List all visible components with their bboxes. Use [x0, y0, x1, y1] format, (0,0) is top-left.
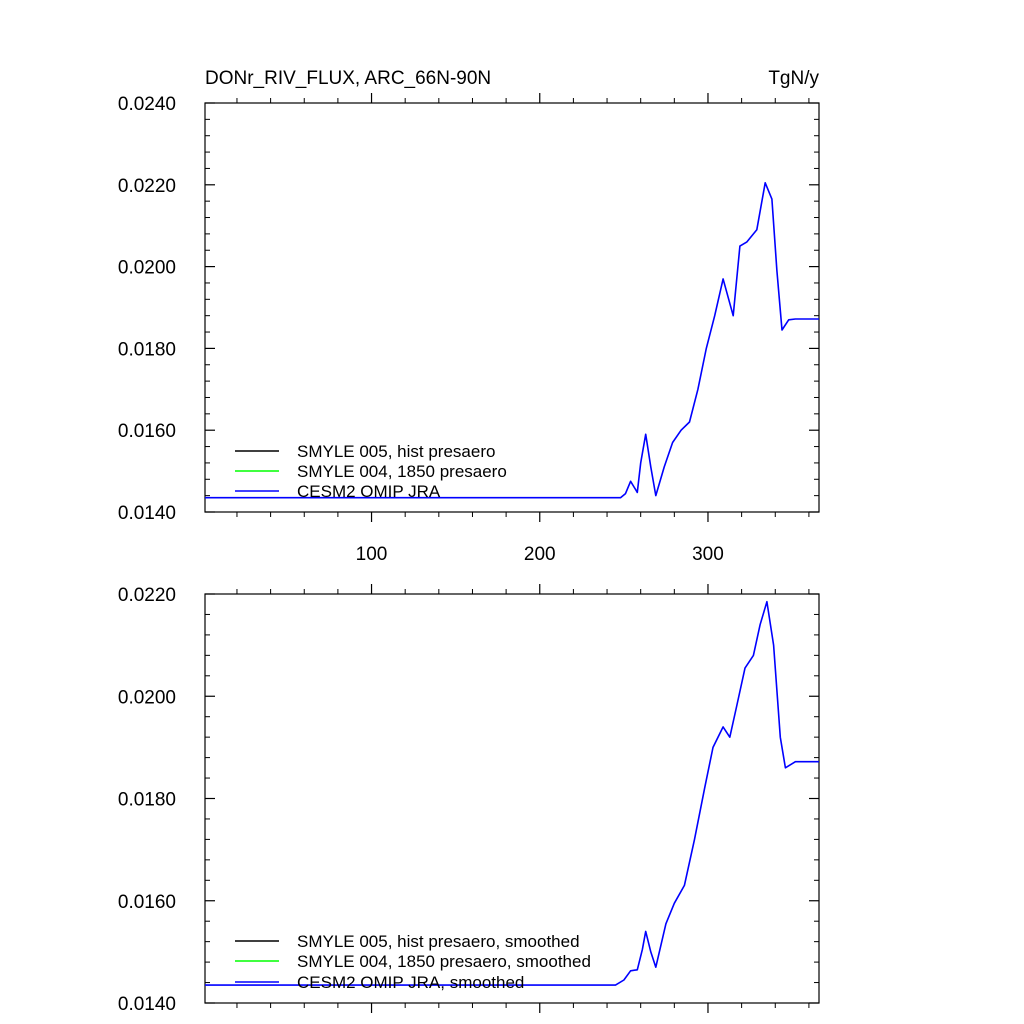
y-tick-label: 0.0200	[118, 687, 176, 708]
y-tick-label: 0.0240	[118, 94, 176, 115]
y-tick-label: 0.0140	[118, 503, 176, 524]
x-tick-label: 300	[692, 544, 724, 565]
legend-label-1: SMYLE 004, 1850 presaero	[297, 462, 507, 481]
legend-label-0: SMYLE 005, hist presaero	[297, 442, 495, 461]
top-panel: 0.0140 0.0160 0.0180 0.0200 0.0220 0.0240 100 2…	[118, 68, 820, 565]
y-tick-label: 0.0160	[118, 892, 176, 913]
plot-frame	[204, 102, 820, 513]
y-tick-label: 0.0140	[118, 994, 176, 1015]
legend-label-0: SMYLE 005, hist presaero, smoothed	[297, 932, 580, 951]
units-label: TgN/y	[768, 68, 819, 89]
chart-title: DONr_RIV_FLUX, ARC_66N-90N	[205, 68, 491, 89]
series-line-2	[205, 600, 819, 986]
y-tick-label: 0.0220	[118, 585, 176, 606]
x-tick-label: 200	[524, 544, 556, 565]
y-tick-label: 0.0200	[118, 258, 176, 279]
legend-label-2: CESM2 OMIP JRA, smoothed	[297, 973, 524, 992]
x-tick-label: 100	[356, 544, 388, 565]
series-line-2	[205, 182, 819, 499]
y-tick-label: 0.0180	[118, 339, 176, 360]
legend-label-1: SMYLE 004, 1850 presaero, smoothed	[297, 952, 591, 971]
y-tick-label: 0.0180	[118, 790, 176, 811]
y-tick-label: 0.0160	[118, 421, 176, 442]
legend-label-2: CESM2 OMIP JRA	[297, 482, 441, 501]
y-tick-label: 0.0220	[118, 176, 176, 197]
bottom-panel: 0.0140 0.0160 0.0180 0.0200 0.0220 SMYLE 005,…	[118, 584, 820, 1015]
